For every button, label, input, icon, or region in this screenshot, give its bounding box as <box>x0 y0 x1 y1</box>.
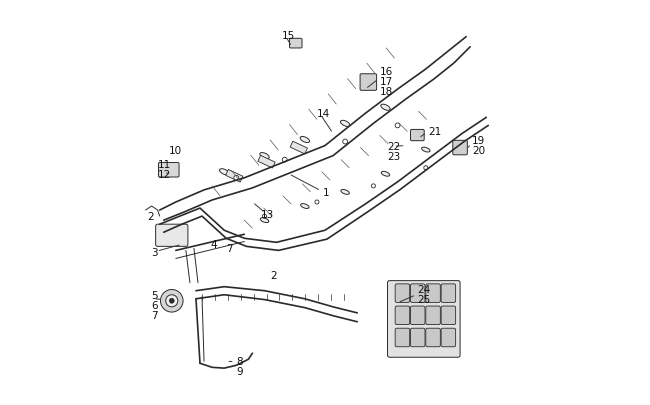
Text: 7: 7 <box>226 244 233 254</box>
FancyBboxPatch shape <box>360 75 376 91</box>
FancyBboxPatch shape <box>411 130 424 141</box>
Ellipse shape <box>260 218 268 223</box>
Circle shape <box>343 140 348 145</box>
FancyBboxPatch shape <box>411 284 425 303</box>
FancyBboxPatch shape <box>289 39 302 49</box>
Ellipse shape <box>220 169 229 175</box>
Text: 10: 10 <box>168 145 181 155</box>
Text: 18: 18 <box>380 87 393 97</box>
Circle shape <box>282 158 287 163</box>
Text: 22: 22 <box>387 141 401 151</box>
FancyBboxPatch shape <box>411 306 425 325</box>
Ellipse shape <box>341 190 350 195</box>
Text: 12: 12 <box>158 169 171 179</box>
FancyBboxPatch shape <box>155 225 188 247</box>
Text: 15: 15 <box>282 31 295 40</box>
FancyBboxPatch shape <box>159 163 179 177</box>
Circle shape <box>395 124 400 128</box>
FancyBboxPatch shape <box>453 141 467 156</box>
Ellipse shape <box>300 204 309 209</box>
Text: 14: 14 <box>317 109 330 119</box>
Circle shape <box>170 298 174 303</box>
Text: 7: 7 <box>151 310 157 320</box>
Ellipse shape <box>341 121 350 127</box>
Ellipse shape <box>422 148 430 153</box>
Ellipse shape <box>300 137 309 143</box>
Text: 11: 11 <box>158 159 171 169</box>
Circle shape <box>166 295 178 307</box>
Text: 20: 20 <box>472 145 486 155</box>
FancyBboxPatch shape <box>411 328 425 347</box>
Ellipse shape <box>260 153 269 159</box>
Circle shape <box>424 166 428 171</box>
Text: 6: 6 <box>151 300 157 310</box>
Text: 2: 2 <box>270 270 277 280</box>
Text: 19: 19 <box>472 135 486 145</box>
FancyBboxPatch shape <box>441 306 456 325</box>
Circle shape <box>371 184 376 188</box>
FancyBboxPatch shape <box>426 284 440 303</box>
Text: 21: 21 <box>428 127 441 137</box>
Bar <box>258 156 275 168</box>
Ellipse shape <box>382 172 390 177</box>
Text: 25: 25 <box>417 294 430 304</box>
Bar <box>226 170 243 183</box>
Text: 9: 9 <box>237 367 243 376</box>
Text: 1: 1 <box>323 188 330 197</box>
Circle shape <box>263 215 266 219</box>
FancyBboxPatch shape <box>426 328 440 347</box>
Text: 3: 3 <box>151 248 157 258</box>
Bar <box>290 142 307 155</box>
Circle shape <box>234 176 239 181</box>
Text: 8: 8 <box>237 356 243 367</box>
FancyBboxPatch shape <box>441 284 456 303</box>
Text: 17: 17 <box>380 77 393 87</box>
Ellipse shape <box>381 105 390 111</box>
FancyBboxPatch shape <box>426 306 440 325</box>
Text: 13: 13 <box>261 209 274 220</box>
Text: 24: 24 <box>417 284 430 294</box>
Circle shape <box>315 200 319 205</box>
FancyBboxPatch shape <box>395 306 410 325</box>
FancyBboxPatch shape <box>395 284 410 303</box>
Text: 4: 4 <box>210 240 216 250</box>
Circle shape <box>161 290 183 312</box>
FancyBboxPatch shape <box>395 328 410 347</box>
Text: 5: 5 <box>151 290 157 300</box>
Text: 2: 2 <box>148 211 154 222</box>
FancyBboxPatch shape <box>387 281 460 357</box>
Text: 23: 23 <box>387 151 401 161</box>
FancyBboxPatch shape <box>441 328 456 347</box>
Text: 16: 16 <box>380 67 393 77</box>
